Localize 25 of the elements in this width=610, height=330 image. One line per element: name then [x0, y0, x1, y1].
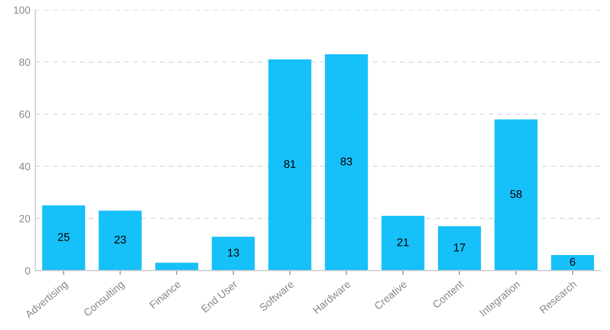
data-label: 13	[228, 248, 239, 257]
x-tick-label: End User	[200, 280, 238, 313]
bar	[438, 226, 481, 271]
data-label: 21	[397, 238, 409, 246]
bar	[324, 54, 368, 271]
data-label: 6	[570, 258, 576, 266]
bar	[551, 254, 594, 271]
bar	[42, 205, 86, 271]
y-tick-label: 40	[19, 162, 30, 170]
y-tick-label: 80	[19, 58, 30, 66]
data-label: 23	[114, 236, 126, 244]
bar	[381, 216, 424, 271]
data-label: 83	[340, 158, 352, 166]
y-tick-label: 60	[19, 110, 30, 118]
data-label: 81	[284, 160, 296, 168]
data-label: 58	[510, 190, 522, 198]
bar	[212, 236, 255, 271]
y-tick-label: 100	[14, 6, 30, 14]
bar	[268, 59, 312, 271]
data-label: 17	[454, 244, 466, 252]
y-tick-label: 20	[19, 214, 30, 222]
data-label: 25	[58, 233, 70, 241]
bar	[494, 119, 538, 271]
bar	[98, 210, 142, 271]
y-tick-label: 0	[25, 267, 30, 274]
